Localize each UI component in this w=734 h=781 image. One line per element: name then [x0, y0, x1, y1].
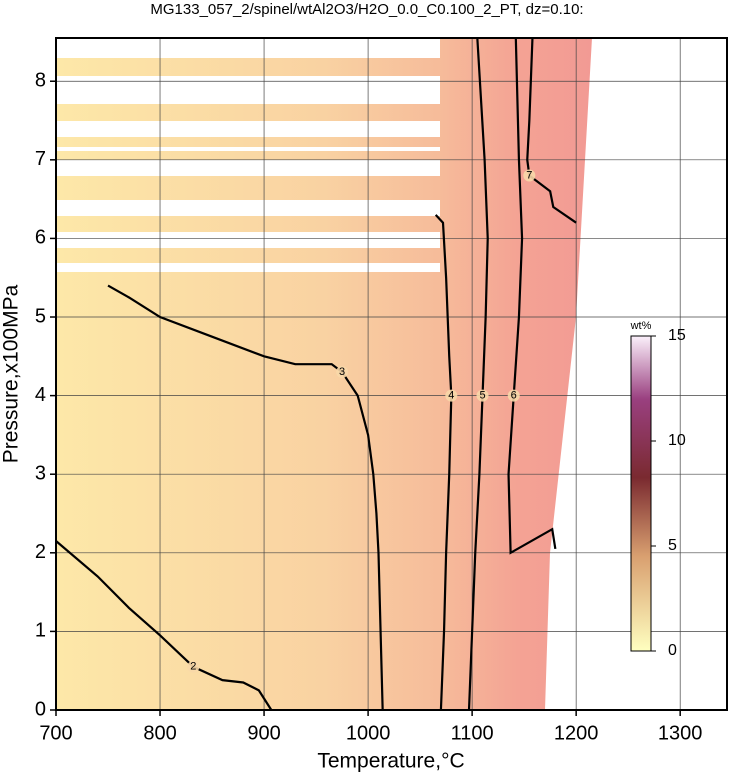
contour-label-bg	[187, 660, 200, 673]
y-tick-label: 6	[35, 227, 46, 249]
x-axis-label: Temperature,°C	[317, 750, 464, 773]
x-tick-label: 1000	[346, 722, 391, 744]
y-tick-label: 2	[35, 541, 46, 563]
colorbar-tick-label: 5	[668, 537, 677, 554]
colorbar-tick-label: 10	[668, 432, 686, 449]
contours: 2 3 4 5 6 7	[55, 37, 577, 711]
colorbar	[630, 335, 652, 652]
x-tick-label: 1300	[658, 722, 703, 744]
contour-label: 7	[526, 169, 532, 181]
blank-stripes	[56, 38, 440, 272]
y-tick-label: 1	[35, 620, 46, 642]
x-tick-label: 700	[39, 722, 72, 744]
colorbar-label: wt%	[630, 320, 652, 332]
contour-label: 6	[511, 390, 517, 402]
colorbar-tick-label: 15	[668, 327, 686, 344]
y-tick-label: 3	[35, 462, 46, 484]
y-tick-label: 7	[35, 148, 46, 170]
contour-label: 4	[448, 390, 454, 402]
x-tick-label: 900	[247, 722, 280, 744]
contour-label: 5	[479, 390, 485, 402]
x-tick-label: 800	[143, 722, 176, 744]
contour-label-bg	[523, 169, 536, 182]
y-tick-label: 4	[35, 384, 46, 406]
x-tick-label: 1100	[451, 722, 494, 744]
contour-label-bg	[336, 366, 349, 379]
colorbar-tick-label: 0	[668, 642, 677, 659]
x-tick-label: 1200	[554, 722, 599, 744]
contour-label-bg	[445, 389, 458, 402]
contour-label: 3	[339, 366, 345, 378]
field	[56, 38, 592, 710]
y-tick-label: 8	[35, 70, 46, 92]
contour-label-bg	[476, 389, 489, 402]
chart-title: MG133_057_2/spinel/wtAl2O3/H2O_0.0_C0.10…	[150, 1, 583, 18]
y-axis-label: Pressure,x100MPa	[0, 284, 23, 463]
contour-label: 2	[190, 661, 196, 673]
contour-label-bg	[507, 389, 520, 402]
plot-frame	[55, 37, 728, 711]
y-tick-label: 0	[35, 698, 46, 720]
y-tick-label: 5	[35, 305, 46, 327]
